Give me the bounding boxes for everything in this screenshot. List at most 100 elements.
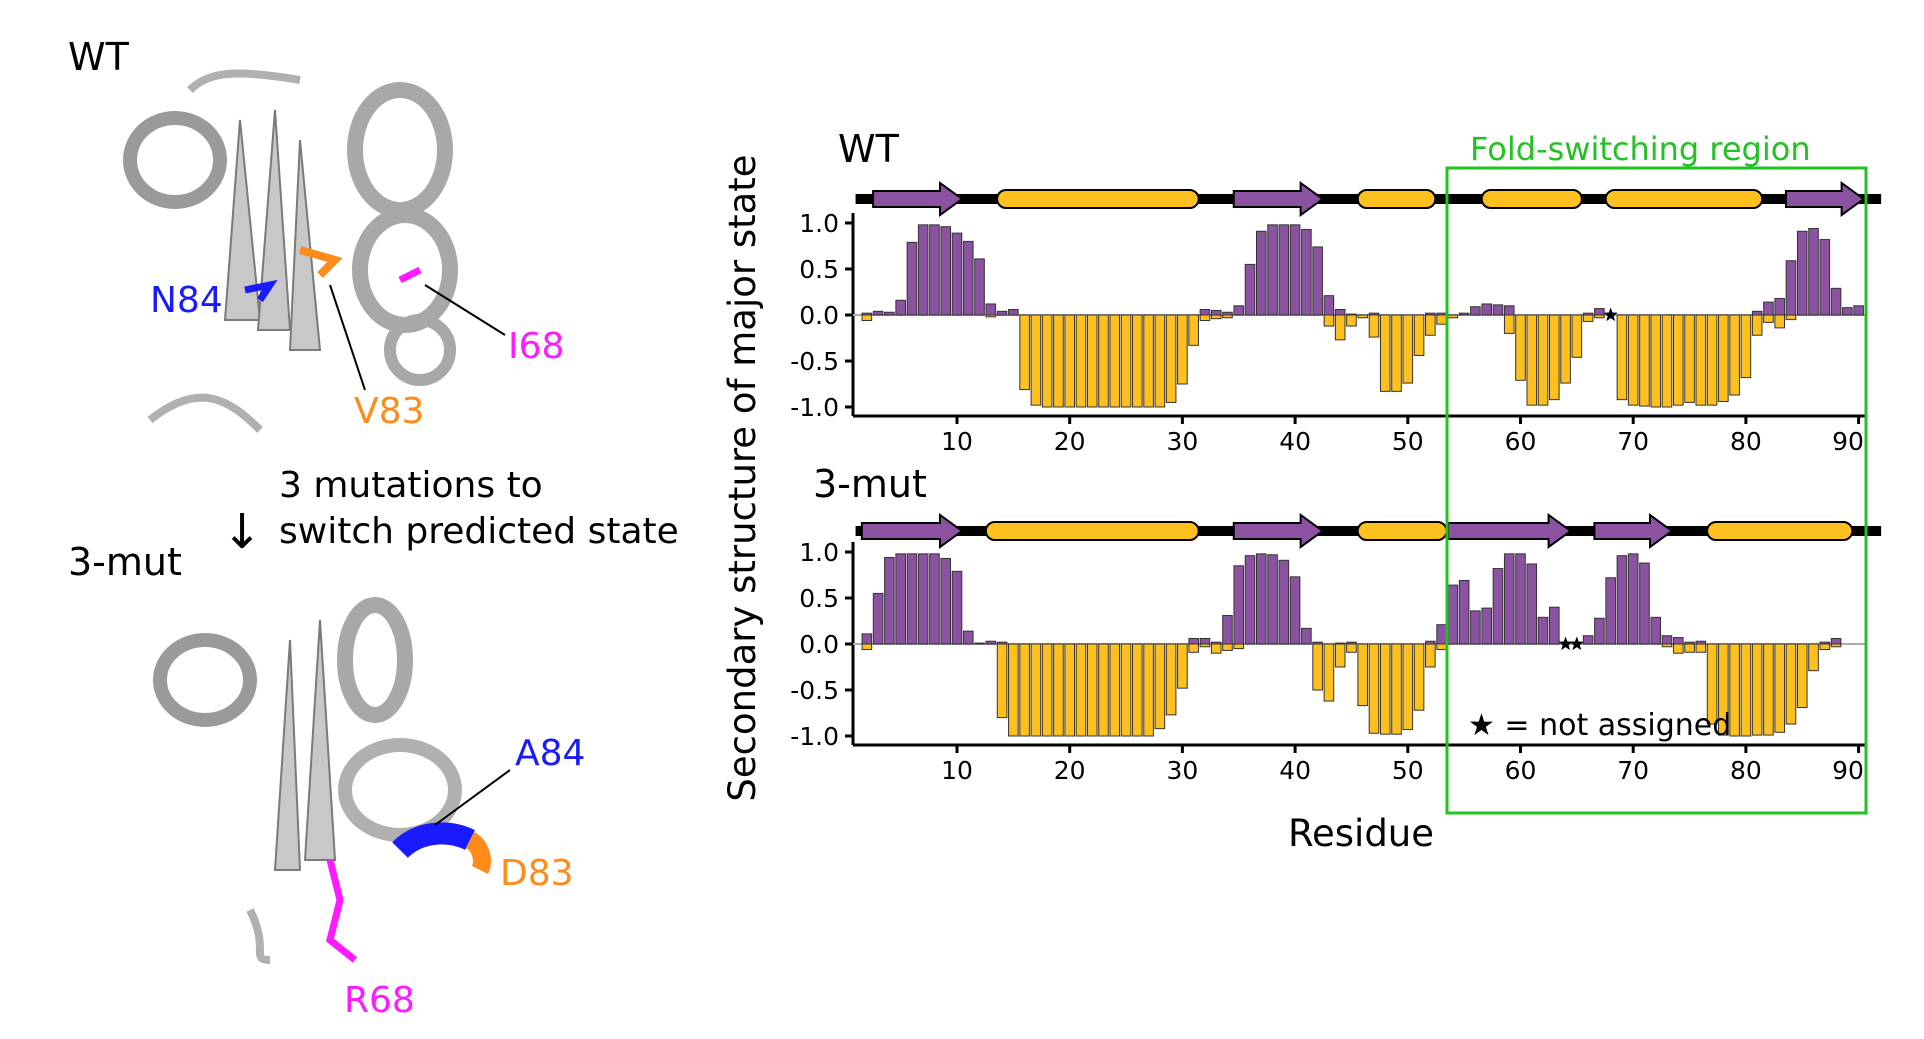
helix-segment <box>1480 189 1583 209</box>
helix-bar <box>1515 314 1526 381</box>
helix-segment <box>1356 189 1437 209</box>
i68-pointer <box>424 284 506 336</box>
helix-bar <box>1560 314 1571 384</box>
x-tick-label: 60 <box>1505 756 1537 785</box>
helix-bar <box>1425 314 1436 336</box>
helix-bar <box>1041 643 1053 737</box>
helix-segment <box>1604 189 1764 209</box>
strand-bar <box>1222 614 1233 645</box>
a84-label: A84 <box>515 733 585 774</box>
helix-bar <box>1391 314 1402 392</box>
x-tick-label: 40 <box>1279 427 1311 456</box>
strand-bar <box>884 557 895 645</box>
helix-bar <box>1041 314 1053 408</box>
helix-bar <box>1323 314 1335 327</box>
strand-bar <box>1842 307 1853 316</box>
helix-bar <box>1549 314 1560 401</box>
x-tick-label: 20 <box>1054 756 1086 785</box>
x-tick-label: 90 <box>1832 427 1864 456</box>
not-assigned-star-icon <box>1603 307 1618 322</box>
i68-sidechain <box>398 266 422 284</box>
helix-bar <box>1086 643 1098 737</box>
strand-bar <box>1210 309 1222 316</box>
strand-bar <box>1796 230 1808 316</box>
helix-bar <box>1357 314 1369 319</box>
helix-bar <box>1109 643 1121 737</box>
strand-bar <box>1830 637 1842 645</box>
helix-bar <box>1774 314 1786 329</box>
not-assigned-legend: ★ = not assigned <box>1468 708 1731 743</box>
helix-bar <box>1154 314 1166 408</box>
n84-sidechain <box>244 279 278 302</box>
helix-bar <box>1436 314 1447 325</box>
helix-bar <box>1075 314 1087 408</box>
helix-bar <box>1413 314 1425 356</box>
helix-bar <box>1008 643 1019 737</box>
helix-bar <box>1120 314 1132 408</box>
strand-arrow <box>1232 513 1325 549</box>
helix-bar <box>1729 314 1740 396</box>
helix-bar <box>1413 643 1425 711</box>
helix-bar <box>861 643 873 651</box>
strand-bar <box>872 592 884 645</box>
helix-bar <box>1188 314 1199 346</box>
x-tick-label: 10 <box>941 427 973 456</box>
helix-bar <box>1706 314 1718 406</box>
strand-bar <box>1853 305 1864 316</box>
strand-bar <box>1819 239 1831 316</box>
helix-bar <box>1537 314 1549 406</box>
strand-bar <box>1537 616 1549 645</box>
helix-bar <box>1661 314 1673 408</box>
strand-bar <box>917 553 929 645</box>
wt-structure-label: WT <box>68 35 130 79</box>
helix-bar <box>1188 643 1199 653</box>
helix-bar <box>1165 643 1177 716</box>
strand-bar <box>1458 312 1470 316</box>
strand-bar <box>1289 576 1301 645</box>
helix-bar <box>1053 314 1064 408</box>
helix-bar <box>1684 643 1695 653</box>
helix-bar <box>1030 314 1042 406</box>
helix-bar <box>1436 643 1447 651</box>
strand-bar <box>1503 305 1515 316</box>
helix-bar <box>1132 314 1143 408</box>
helix-bar <box>1177 314 1188 385</box>
helix-bar <box>1019 314 1030 391</box>
strand-bar <box>1199 637 1211 645</box>
strand-bar <box>895 299 906 316</box>
helix-bar <box>1785 643 1797 725</box>
helix-bar <box>1695 314 1707 406</box>
helix-segment <box>1706 521 1854 541</box>
panel-title: 3-mut <box>813 462 927 506</box>
helix-bar <box>1774 643 1786 733</box>
strand-bar <box>1199 308 1211 316</box>
helix-bar <box>1616 314 1628 401</box>
helix-bar <box>1233 643 1245 650</box>
strand-bar <box>1774 297 1786 316</box>
strand-bar <box>1334 308 1346 316</box>
helix-bar <box>1154 643 1166 730</box>
helix-bar <box>1143 643 1154 737</box>
strand-bar <box>1503 553 1515 645</box>
strand-bar <box>940 226 952 316</box>
strand-bar <box>1244 263 1256 316</box>
helix-bar <box>1379 314 1391 392</box>
x-tick-label: 30 <box>1166 756 1198 785</box>
strand-bar <box>951 232 963 316</box>
helix-bar <box>1751 314 1763 336</box>
x-tick-label: 40 <box>1279 756 1311 785</box>
helix-bar <box>1210 643 1222 654</box>
y-tick-label: 0.5 <box>799 255 839 284</box>
y-tick-label: 1.0 <box>799 209 839 238</box>
v83-label: V83 <box>354 391 424 432</box>
helix-segment <box>984 521 1200 541</box>
helix-bar <box>1695 643 1707 653</box>
strand-bar <box>1188 637 1199 645</box>
y-tick-label: 0.5 <box>799 584 839 613</box>
strand-arrow <box>1232 181 1325 217</box>
helix-bar <box>1650 314 1662 408</box>
strand-bar <box>1751 310 1763 316</box>
strand-bar <box>1301 228 1312 316</box>
strand-bar <box>1244 555 1256 645</box>
